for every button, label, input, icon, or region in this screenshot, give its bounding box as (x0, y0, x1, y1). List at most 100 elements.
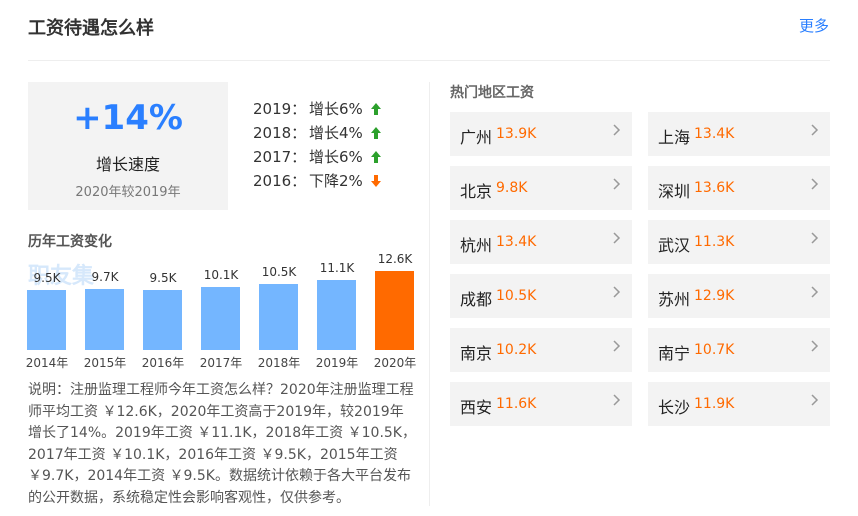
history-year: 2019： (253, 100, 307, 118)
region-card[interactable]: 上海 13.4K (648, 112, 830, 156)
city-name: 苏州 (658, 290, 691, 309)
chevron-icon (811, 394, 819, 406)
chart-title: 历年工资变化 (28, 234, 112, 250)
region-card[interactable]: 南京 10.2K (450, 328, 632, 372)
chevron-icon (613, 394, 621, 406)
city-name: 武汉 (658, 236, 691, 255)
section-title: 工资待遇怎么样 (28, 18, 154, 39)
region-card[interactable]: 深圳 13.6K (648, 166, 830, 210)
trend-arrow (370, 101, 382, 115)
region-card[interactable]: 南宁 10.7K (648, 328, 830, 372)
history-year: 2017： (253, 148, 307, 166)
chevron-icon (613, 124, 621, 136)
x-tick-label: 2016年 (141, 356, 185, 370)
arrow-icon (371, 175, 381, 187)
trend-arrow (370, 149, 382, 163)
city-salary: 11.9K (694, 396, 735, 412)
bar (259, 284, 298, 350)
value-label: 12.6K (377, 251, 413, 266)
chevron-icon (811, 124, 819, 136)
city-salary: 10.7K (694, 342, 735, 358)
chevron (612, 284, 622, 298)
region-card[interactable]: 武汉 11.3K (648, 220, 830, 264)
region-card[interactable]: 长沙 11.9K (648, 382, 830, 426)
value-label: 10.1K (203, 267, 239, 282)
chevron-icon (613, 286, 621, 298)
region-card[interactable]: 成都 10.5K (450, 274, 632, 318)
city-name: 北京 (460, 182, 493, 201)
vertical-divider (429, 82, 430, 506)
city-name: 上海 (658, 128, 691, 147)
chevron (810, 338, 820, 352)
chevron-icon (811, 232, 819, 244)
chevron (810, 122, 820, 136)
bar (375, 270, 414, 350)
growth-compare: 2020年较2019年 (75, 185, 181, 200)
chevron (612, 176, 622, 190)
city-name: 成都 (460, 290, 493, 309)
value-label: 9.7K (91, 270, 119, 285)
chevron-icon (811, 286, 819, 298)
city-salary: 11.6K (496, 396, 537, 412)
city-salary: 12.9K (694, 288, 735, 304)
city-name: 深圳 (658, 182, 691, 201)
chevron (810, 176, 820, 190)
city-salary: 10.5K (496, 288, 537, 304)
chevron-icon (811, 178, 819, 190)
region-card[interactable]: 西安 11.6K (450, 382, 632, 426)
value-label: 11.1K (319, 261, 355, 276)
bar (317, 280, 356, 350)
region-card[interactable]: 苏州 12.9K (648, 274, 830, 318)
x-tick-label: 2020年 (373, 356, 417, 370)
city-salary: 11.3K (694, 234, 735, 250)
chevron (612, 122, 622, 136)
chevron-icon (613, 232, 621, 244)
history-year: 2016： (253, 172, 307, 190)
history-text: 增长6% (309, 148, 363, 166)
city-salary: 13.9K (496, 126, 537, 142)
region-card[interactable]: 广州 13.9K (450, 112, 632, 156)
more-link[interactable]: 更多 (799, 17, 830, 35)
regions-title: 热门地区工资 (450, 85, 534, 101)
trend-arrow (370, 173, 382, 187)
city-salary: 9.8K (496, 180, 528, 196)
city-name: 南京 (460, 344, 493, 363)
chevron (810, 392, 820, 406)
x-tick-label: 2015年 (83, 356, 127, 370)
chevron (810, 230, 820, 244)
city-salary: 10.2K (496, 342, 537, 358)
history-year: 2018： (253, 124, 307, 142)
history-text: 增长6% (309, 100, 363, 118)
chevron (612, 338, 622, 352)
chevron (612, 392, 622, 406)
value-label: 9.5K (149, 271, 177, 286)
bar (85, 289, 124, 350)
bar (201, 286, 240, 350)
arrow-icon (371, 151, 381, 163)
chevron (810, 284, 820, 298)
x-tick-label: 2017年 (199, 356, 243, 370)
value-label: 10.5K (261, 265, 297, 280)
chevron-icon (613, 340, 621, 352)
region-card[interactable]: 杭州 13.4K (450, 220, 632, 264)
history-text: 增长4% (309, 124, 363, 142)
growth-value: +14% (73, 98, 183, 138)
city-salary: 13.4K (694, 126, 735, 142)
description: 说明：注册监理工程师今年工资怎么样？2020年注册监理工程师平均工资 ￥12.6… (28, 382, 416, 506)
chevron-icon (613, 178, 621, 190)
city-name: 南宁 (658, 344, 691, 363)
region-card[interactable]: 北京 9.8K (450, 166, 632, 210)
history-text: 下降2% (309, 172, 363, 190)
arrow-icon (371, 103, 381, 115)
growth-box: +14% 增长速度 2020年较2019年 (28, 82, 228, 210)
city-salary: 13.4K (496, 234, 537, 250)
value-label: 9.5K (33, 271, 61, 286)
city-name: 西安 (460, 398, 493, 417)
arrow-icon (371, 127, 381, 139)
x-tick-label: 2014年 (25, 356, 69, 370)
bar (27, 290, 66, 350)
chevron-icon (811, 340, 819, 352)
x-tick-label: 2018年 (257, 356, 301, 370)
bar (143, 290, 182, 350)
